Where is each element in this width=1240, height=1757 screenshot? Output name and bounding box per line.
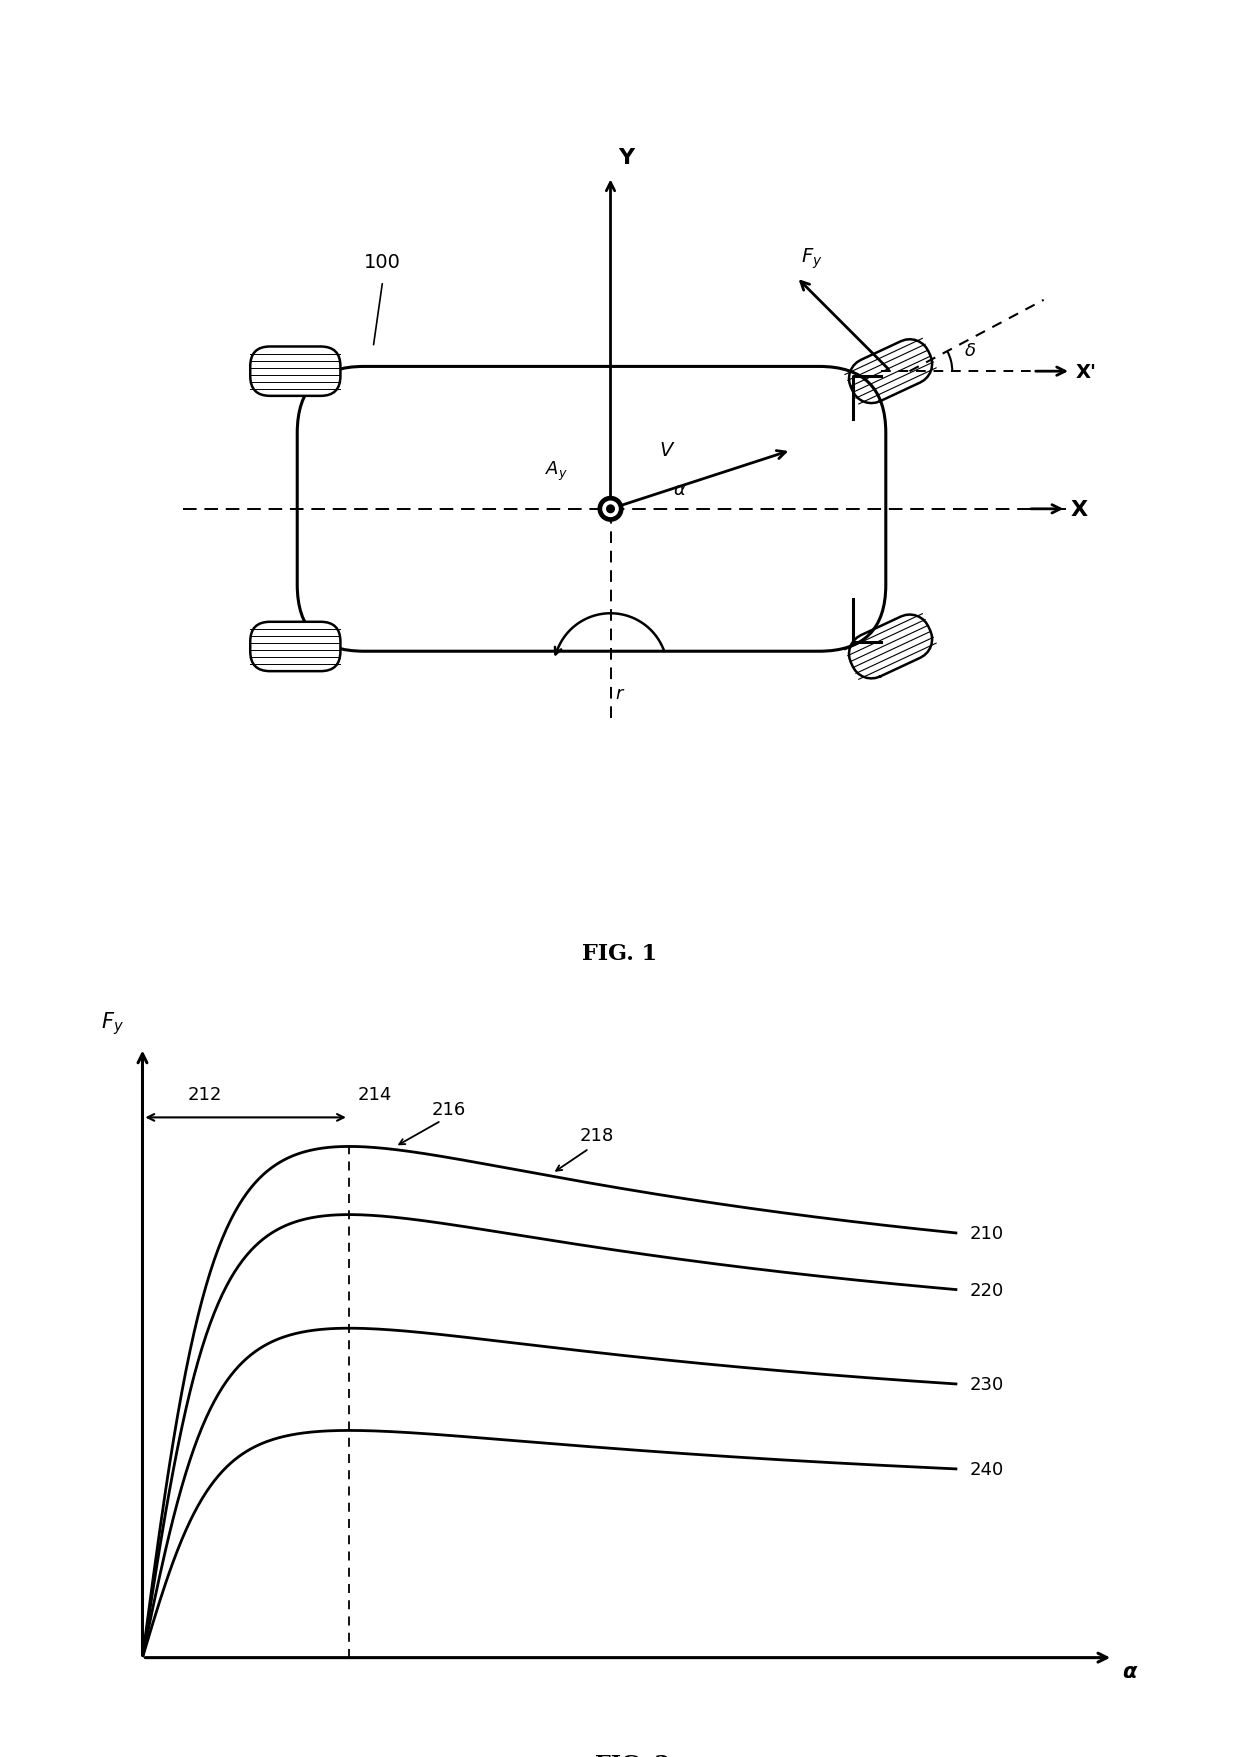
- Text: 100: 100: [363, 253, 401, 272]
- Text: $F_y$: $F_y$: [801, 246, 823, 271]
- Circle shape: [606, 506, 614, 513]
- Text: X': X': [1075, 362, 1096, 381]
- Circle shape: [603, 503, 618, 517]
- Text: 220: 220: [970, 1281, 1004, 1298]
- Text: Y: Y: [618, 148, 634, 169]
- Text: FIG. 1: FIG. 1: [583, 944, 657, 965]
- FancyBboxPatch shape: [250, 622, 341, 671]
- Text: FIG. 2: FIG. 2: [595, 1753, 670, 1757]
- FancyBboxPatch shape: [298, 367, 885, 652]
- Text: α: α: [673, 480, 684, 499]
- Text: 214: 214: [358, 1086, 392, 1103]
- Text: V: V: [660, 441, 673, 459]
- Text: α: α: [1122, 1660, 1137, 1681]
- Text: $F_y$: $F_y$: [102, 1010, 124, 1037]
- Text: 210: 210: [970, 1225, 1004, 1242]
- FancyBboxPatch shape: [250, 348, 341, 397]
- Text: 230: 230: [970, 1376, 1004, 1393]
- Text: $A_y$: $A_y$: [544, 460, 568, 483]
- Text: 212: 212: [187, 1086, 222, 1103]
- Text: δ: δ: [965, 343, 976, 360]
- Text: 240: 240: [970, 1460, 1004, 1478]
- Text: X: X: [1071, 499, 1087, 520]
- Text: 218: 218: [580, 1126, 614, 1146]
- Text: r: r: [615, 685, 622, 703]
- Circle shape: [598, 497, 622, 522]
- Text: 216: 216: [432, 1100, 466, 1117]
